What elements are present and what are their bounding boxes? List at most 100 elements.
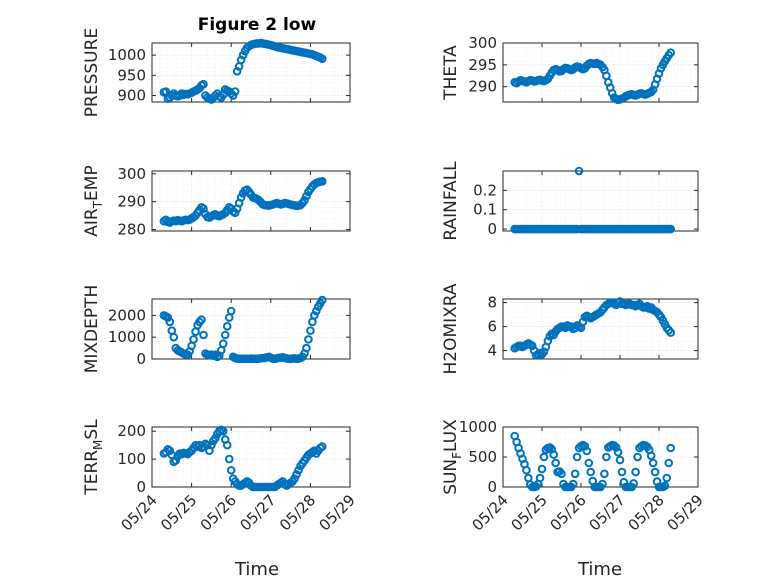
x-tick-label: 05/24	[469, 491, 512, 534]
data-point-terr_msl	[211, 433, 220, 443]
data-point-sun_flux	[631, 467, 640, 477]
data-point-sun_flux	[570, 469, 580, 479]
data-point-pressure	[161, 87, 171, 96]
data-point-sun_flux	[572, 452, 582, 462]
subplot-air_temp: 280 290 300 AIRTEMP	[82, 165, 351, 239]
x-tick-label: 05/24	[118, 491, 161, 534]
data-point-air_temp	[236, 193, 246, 202]
data-point-sun_flux	[522, 465, 531, 475]
data-point-terr_msl	[317, 442, 327, 451]
y-axis-label-theta: THETA	[441, 45, 461, 101]
data-point-mixdepth	[220, 330, 230, 340]
y-axis-label-h2omixra: H2OMIXRA	[441, 283, 461, 374]
y-tick-label: 6	[487, 318, 497, 336]
data-point-sun_flux	[615, 455, 625, 465]
data-point-air_temp	[302, 191, 311, 201]
data-point-sun_flux	[537, 464, 547, 474]
data-point-sun_flux	[551, 458, 560, 468]
y-tick-label: 2000	[108, 306, 146, 324]
data-point-theta	[666, 48, 676, 57]
data-point-rainfall	[666, 224, 676, 234]
y-axis-label-terr_msl: TERRMSL	[82, 419, 105, 496]
subplot-pressure: 900 950 1000 PRESSURE	[82, 28, 351, 117]
x-tick-label: 05/27	[236, 491, 279, 534]
data-point-sun_flux	[600, 469, 609, 479]
data-point-sun_flux	[633, 452, 642, 462]
data-point-terr_msl	[222, 440, 232, 450]
data-point-terr_msl	[290, 474, 299, 483]
data-point-sun_flux	[539, 452, 549, 462]
data-point-mixdepth	[222, 321, 232, 331]
data-point-terr_msl	[171, 456, 181, 465]
y-tick-label: 290	[117, 193, 146, 211]
data-point-mixdepth	[169, 332, 179, 342]
data-point-pressure	[230, 87, 240, 96]
data-point-mixdepth	[163, 313, 173, 322]
axes-box-rainfall	[502, 170, 699, 232]
data-point-sun_flux	[598, 479, 607, 489]
data-point-terr_msl	[226, 465, 236, 475]
x-axis-label-right: Time	[577, 559, 622, 580]
data-point-mixdepth	[310, 311, 319, 320]
data-point-mixdepth	[165, 317, 175, 327]
data-point-air_temp	[317, 177, 327, 186]
y-tick-label: 0.2	[473, 181, 497, 199]
y-axis-label-pressure: PRESSURE	[82, 28, 102, 117]
data-point-terr_msl	[207, 440, 216, 450]
x-tick-label: 05/27	[586, 491, 629, 534]
y-tick-label: 4	[487, 342, 497, 360]
figure-title: Figure 2 low	[198, 15, 317, 35]
x-tick-label: 05/26	[197, 491, 240, 534]
x-tick-label: 05/25	[508, 491, 551, 534]
data-point-terr_msl	[294, 465, 303, 475]
x-tick-label: 05/29	[664, 491, 707, 534]
y-tick-label: 950	[117, 66, 146, 84]
data-point-theta	[607, 88, 617, 98]
data-point-rainfall	[574, 166, 584, 176]
y-axis-label-rainfall: RAINFALL	[441, 161, 461, 241]
data-point-terr_msl	[292, 470, 301, 479]
data-point-mixdepth	[226, 306, 236, 316]
data-point-mixdepth	[218, 339, 228, 349]
data-point-terr_msl	[224, 454, 234, 464]
y-axis-label-air_temp: AIRTEMP	[82, 165, 105, 236]
data-point-air_temp	[230, 208, 240, 218]
y-tick-label: 300	[117, 165, 146, 183]
data-point-sun_flux	[666, 443, 676, 453]
data-point-sun_flux	[660, 481, 670, 491]
axes-frame-h2omixra	[502, 298, 699, 360]
y-tick-label: 1000	[459, 418, 497, 436]
y-tick-label: 100	[117, 450, 146, 468]
data-point-sun_flux	[646, 451, 656, 461]
x-tick-label: 05/26	[547, 491, 590, 534]
data-point-sun_flux	[586, 467, 596, 477]
data-point-sun_flux	[650, 467, 660, 477]
data-point-sun_flux	[629, 479, 638, 488]
y-tick-label: 280	[117, 221, 146, 239]
y-tick-label: 295	[468, 56, 497, 74]
data-point-sun_flux	[549, 450, 559, 459]
y-tick-label: 0.1	[473, 201, 497, 219]
axes-frame-air_temp	[151, 170, 351, 232]
y-tick-label: 0	[487, 478, 497, 496]
data-point-pressure	[199, 79, 208, 89]
data-point-mixdepth	[306, 326, 315, 335]
data-point-sun_flux	[557, 469, 566, 479]
y-tick-label: 500	[468, 448, 497, 466]
data-point-sun_flux	[584, 458, 594, 468]
data-point-mixdepth	[199, 330, 208, 340]
subplot-rainfall: 00.1 0.2 RAINFALL	[441, 161, 699, 241]
y-axis-label-sun_flux: SUNFLUX	[441, 419, 464, 495]
y-tick-label: 290	[468, 78, 497, 96]
subplot-mixdepth: 0 1000 2000 MIXDEPTH	[82, 285, 351, 374]
x-tick-label: 05/25	[157, 491, 200, 534]
data-point-sun_flux	[602, 452, 611, 462]
y-tick-label: 200	[117, 422, 146, 440]
data-point-sun_flux	[662, 473, 672, 483]
y-axis-label-mixdepth: MIXDEPTH	[82, 285, 102, 374]
y-tick-label: 900	[117, 87, 146, 105]
data-point-sun_flux	[648, 458, 658, 468]
